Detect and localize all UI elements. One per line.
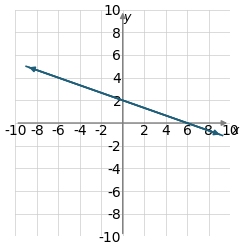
- Text: x: x: [231, 124, 238, 137]
- Text: y: y: [123, 11, 131, 24]
